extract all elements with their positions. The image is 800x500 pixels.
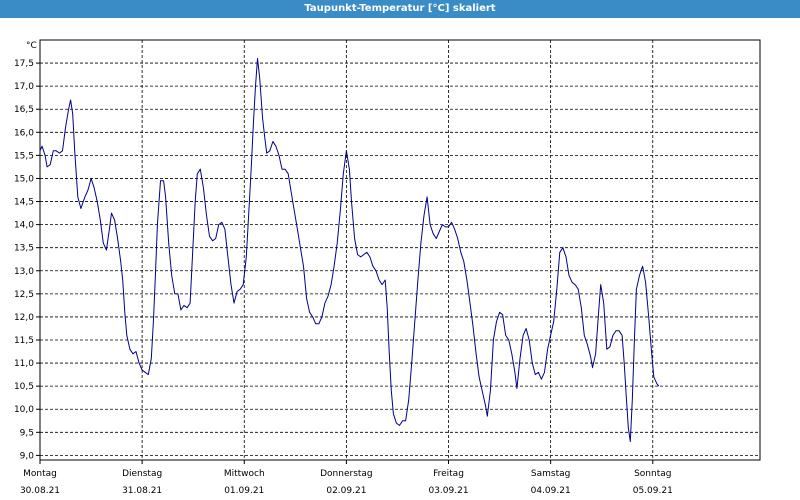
x-tick-date-label: 01.09.21 <box>224 486 264 496</box>
y-tick-label: 11,5 <box>14 336 34 346</box>
x-axis-ticks: Montag 30.08.21 Dienstag 31.08.21 Mittwoch 01… <box>20 460 673 496</box>
x-tick-day-label: Sonntag <box>634 469 671 479</box>
y-tick-label: 10,0 <box>14 405 34 415</box>
y-tick-label: 9,5 <box>20 428 34 438</box>
series-line <box>39 58 660 442</box>
x-tick-date-label: 30.08.21 <box>20 486 60 496</box>
y-tick-label: 16,5 <box>14 105 34 115</box>
y-tick-label: 16,0 <box>14 128 34 138</box>
x-tick-date-label: 31.08.21 <box>122 486 162 496</box>
y-axis-ticks: 9,0 9,5 10,0 10,5 11,0 11,5 12,0 12,5 13,0 13,5 14… <box>14 59 40 461</box>
y-tick-label: 11,0 <box>14 359 34 369</box>
x-tick-date-label: 05.09.21 <box>633 486 673 496</box>
x-tick-date-label: 03.09.21 <box>428 486 468 496</box>
y-tick-label: 12,0 <box>14 313 34 323</box>
series-layer <box>39 58 660 442</box>
y-axis-unit-label: °C <box>26 41 37 51</box>
plot-frame <box>39 39 761 461</box>
y-tick-label: 10,5 <box>14 382 34 392</box>
window-title: Taupunkt-Temperatur [°C] skaliert <box>0 0 800 18</box>
y-tick-label: 13,5 <box>14 244 34 254</box>
y-tick-label: 17,0 <box>14 82 34 92</box>
y-tick-label: 15,0 <box>14 174 34 184</box>
x-tick-day-label: Montag <box>23 469 57 479</box>
y-tick-label: 15,5 <box>14 151 34 161</box>
x-tick-day-label: Freitag <box>433 469 464 479</box>
x-tick-date-label: 04.09.21 <box>531 486 571 496</box>
y-tick-label: 17,5 <box>14 59 34 69</box>
x-tick-day-label: Mittwoch <box>224 469 265 479</box>
y-tick-label: 14,0 <box>14 221 34 231</box>
y-tick-label: 14,5 <box>14 198 34 208</box>
x-tick-date-label: 02.09.21 <box>326 486 366 496</box>
y-tick-label: 9,0 <box>20 451 35 461</box>
x-tick-day-label: Dienstag <box>122 469 162 479</box>
grid <box>40 40 760 460</box>
x-tick-day-label: Donnerstag <box>320 469 373 479</box>
x-tick-day-label: Samstag <box>531 469 570 479</box>
y-tick-label: 12,5 <box>14 290 34 300</box>
y-tick-label: 13,0 <box>14 267 34 277</box>
